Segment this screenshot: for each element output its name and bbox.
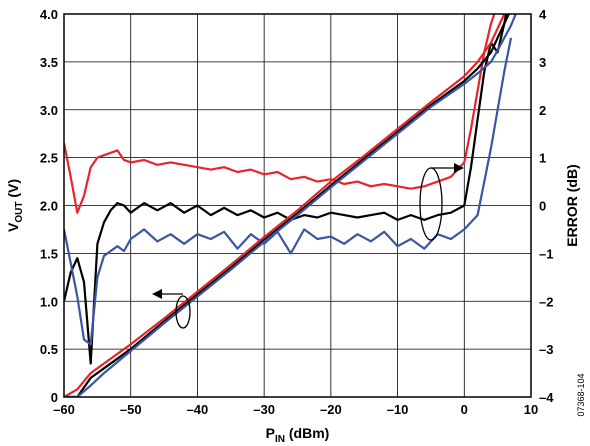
- y2-tick-label: –2: [539, 294, 553, 309]
- y-axis-title: VOUT (V): [5, 179, 25, 232]
- y-tick-label: 2.0: [40, 199, 58, 214]
- vout-group-ellipse: [175, 295, 191, 329]
- y-tick-label: 1.0: [40, 294, 58, 309]
- figure-id: 07368-104: [576, 373, 586, 416]
- x-axis-title-unit: (dBm): [285, 425, 329, 441]
- vout-line-black: [64, 14, 510, 397]
- x-axis-title-sub: IN: [275, 434, 285, 445]
- x-tick-label: 0: [461, 402, 468, 417]
- vout-line-blue: [64, 14, 517, 397]
- y2-tick-label: –4: [539, 390, 554, 405]
- error-line-red: [64, 14, 496, 214]
- y2-tick-label: 3: [539, 55, 546, 70]
- error-line-blue: [64, 37, 513, 346]
- y2-tick-label: 4: [539, 7, 547, 22]
- y2-tick-label: 1: [539, 151, 546, 166]
- y-tick-label: 0.5: [40, 342, 58, 357]
- x-tick-labels: –60 –50 –40 –30 –20 –10 0 10: [53, 402, 538, 417]
- y2-tick-label: –3: [539, 342, 553, 357]
- x-tick-label: 10: [524, 402, 538, 417]
- x-tick-label: –20: [320, 402, 342, 417]
- x-tick-label: –50: [120, 402, 142, 417]
- error-group-ellipse: [419, 167, 443, 241]
- y-tick-label: 0: [51, 390, 58, 405]
- x-tick-label: –60: [53, 402, 75, 417]
- y-axis-title-sub: OUT: [14, 202, 25, 223]
- y-tick-label: 2.5: [40, 151, 58, 166]
- arrow-right-head: [454, 163, 464, 173]
- x-axis-title-main: P: [266, 425, 275, 441]
- y2-tick-label: 0: [539, 199, 546, 214]
- series-group: [64, 14, 517, 397]
- y-tick-label: 4.0: [40, 7, 58, 22]
- y-tick-label: 3.0: [40, 103, 58, 118]
- grid: [63, 13, 532, 398]
- y-axis-title-unit: (V): [5, 179, 21, 202]
- error-line-black: [64, 14, 508, 365]
- x-axis-title: PIN (dBm): [266, 425, 330, 445]
- annotations: [152, 163, 464, 329]
- vout-line-red: [64, 14, 506, 397]
- y-axis-title-main: V: [5, 222, 21, 232]
- y-tick-labels: 0 0.5 1.0 1.5 2.0 2.5 3.0 3.5 4.0: [40, 7, 58, 405]
- y2-axis-title: ERROR (dB): [564, 164, 580, 246]
- x-tick-label: –40: [187, 402, 209, 417]
- y2-tick-label: –1: [539, 246, 553, 261]
- arrow-left-head: [152, 289, 162, 299]
- y2-tick-label: 2: [539, 103, 546, 118]
- x-tick-label: –30: [253, 402, 275, 417]
- plot-frame: [63, 13, 532, 398]
- y-tick-label: 3.5: [40, 55, 58, 70]
- x-tick-label: –10: [387, 402, 409, 417]
- y2-tick-labels: –4 –3 –2 –1 0 1 2 3 4: [539, 7, 554, 405]
- y-tick-label: 1.5: [40, 246, 58, 261]
